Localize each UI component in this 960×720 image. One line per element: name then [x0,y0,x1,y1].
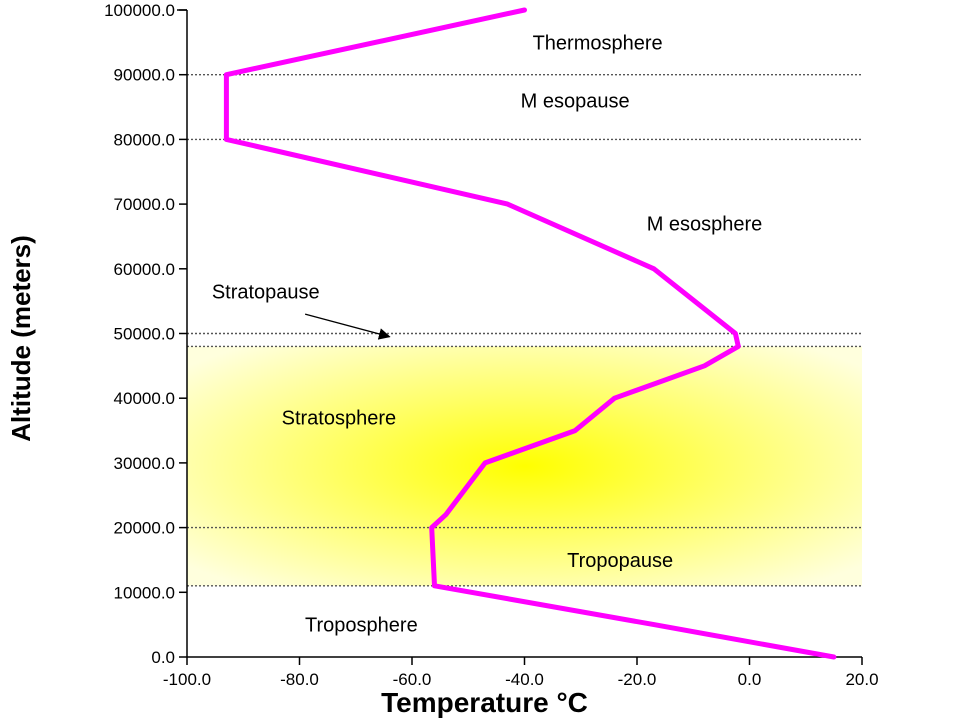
x-tick-label: 20.0 [845,670,878,689]
y-tick-label: 70000.0 [114,195,175,214]
y-axis-title: Altitude (meters) [6,235,36,442]
temperature-profile-line [223,7,837,660]
y-tick-label: 80000.0 [114,130,175,149]
axes: 0.0 10000.0 20000.0 30000.0 40000.0 50000.0 60… [104,1,878,689]
series-layer [223,7,837,660]
annotations: Thermosphere M esopause M esosphere Stratop… [212,32,762,636]
region-label: Troposphere [305,615,418,637]
y-tick-label: 50000.0 [114,325,175,344]
shaded-band [187,346,862,586]
y-tick-label: 100000.0 [104,1,175,20]
y-tick-label: 30000.0 [114,454,175,473]
stratopause-arrow [304,313,391,340]
y-tick-label: 10000.0 [114,583,175,602]
region-label: Stratosphere [282,408,397,430]
region-label: Tropopause [567,550,673,572]
x-tick-label: -40.0 [505,670,544,689]
x-tick-label: 0.0 [738,670,762,689]
region-label: M esopause [521,91,630,113]
boundary-lines [187,73,862,587]
x-tick-label: -20.0 [618,670,657,689]
region-label: Stratopause [212,281,320,303]
region-label: M esosphere [647,214,763,236]
y-tick-label: 40000.0 [114,389,175,408]
x-tick-label: -60.0 [393,670,432,689]
x-tick-label: -80.0 [280,670,319,689]
x-axis-title: Temperature °C [381,687,588,718]
y-tick-label: 20000.0 [114,519,175,538]
region-label: Thermosphere [533,32,663,54]
x-tick-label: -100.0 [163,670,211,689]
y-tick-label: 60000.0 [114,260,175,279]
stratosphere-band-layer [187,346,862,586]
y-tick-label: 90000.0 [114,66,175,85]
y-tick-label: 0.0 [151,648,175,667]
